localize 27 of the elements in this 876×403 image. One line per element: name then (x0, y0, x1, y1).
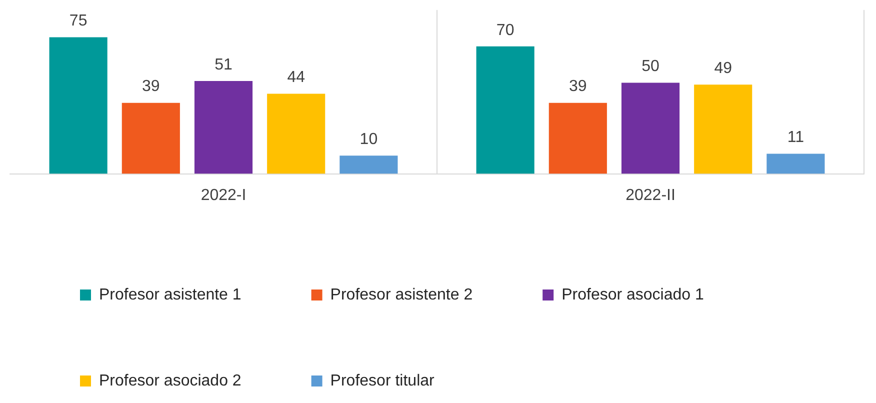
legend-label: Profesor asistente 1 (99, 286, 242, 304)
bar (548, 102, 607, 174)
data-label: 10 (360, 131, 378, 148)
legend-label: Profesor asociado 1 (562, 286, 704, 304)
bar (340, 156, 398, 174)
data-label: 39 (142, 78, 160, 96)
bar (267, 94, 326, 174)
legend-label: Profesor titular (330, 372, 436, 390)
legend-label: Profesor asistente 2 (330, 286, 473, 304)
data-label: 39 (569, 78, 587, 96)
data-label: 75 (69, 12, 88, 30)
bar (766, 154, 825, 174)
data-label: 11 (787, 129, 804, 146)
data-label: 51 (214, 56, 232, 74)
bar (122, 102, 180, 174)
x-tick-label: 2022-II (626, 186, 676, 204)
data-label: 70 (496, 22, 514, 39)
x-tick-label: 2022-I (200, 186, 246, 204)
data-label: 44 (287, 69, 306, 86)
data-label: 49 (714, 60, 732, 78)
bar (694, 84, 752, 174)
bar (476, 46, 534, 174)
legend-label: Profesor asociado 2 (99, 372, 242, 390)
bar (621, 82, 680, 174)
bar (194, 80, 253, 174)
bar (49, 37, 108, 174)
data-label: 50 (642, 58, 660, 76)
